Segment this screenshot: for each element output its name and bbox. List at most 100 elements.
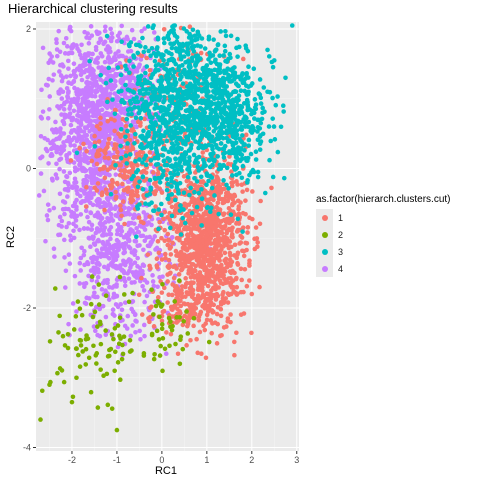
point-cluster-3 (238, 88, 244, 94)
point-cluster-4 (136, 271, 142, 276)
point-cluster-4 (117, 30, 123, 36)
point-cluster-3 (74, 150, 80, 156)
y-tick-label: -2 (23, 303, 31, 313)
point-cluster-4 (59, 78, 65, 84)
point-cluster-3 (204, 93, 209, 99)
legend-dot-icon (321, 248, 328, 255)
point-cluster-4 (154, 246, 160, 252)
point-cluster-4 (122, 262, 128, 268)
point-cluster-4 (66, 89, 71, 94)
point-cluster-1 (96, 152, 102, 158)
point-cluster-3 (189, 58, 195, 64)
point-cluster-2 (206, 339, 212, 345)
point-cluster-1 (68, 158, 74, 163)
point-cluster-4 (67, 170, 73, 176)
point-cluster-3 (153, 67, 158, 73)
point-cluster-3 (188, 64, 193, 70)
point-cluster-4 (119, 268, 125, 273)
point-cluster-2 (86, 355, 92, 361)
point-cluster-4 (103, 243, 108, 248)
point-cluster-3 (164, 49, 169, 54)
point-cluster-1 (229, 169, 234, 174)
point-cluster-4 (108, 211, 114, 217)
point-cluster-3 (170, 88, 176, 93)
point-cluster-4 (133, 239, 139, 244)
point-cluster-4 (122, 205, 127, 211)
point-cluster-3 (177, 160, 182, 165)
point-cluster-3 (105, 99, 110, 105)
point-cluster-4 (129, 306, 134, 312)
point-cluster-1 (139, 312, 145, 317)
point-cluster-3 (224, 165, 230, 171)
point-cluster-4 (108, 49, 113, 55)
point-cluster-1 (154, 256, 160, 262)
point-cluster-1 (203, 299, 208, 304)
point-cluster-1 (197, 311, 203, 317)
point-cluster-4 (89, 100, 95, 106)
point-cluster-4 (130, 323, 135, 328)
point-cluster-4 (127, 245, 133, 251)
point-cluster-4 (129, 228, 135, 233)
point-cluster-4 (86, 273, 91, 279)
point-cluster-4 (131, 119, 137, 125)
point-cluster-3 (162, 147, 168, 152)
point-cluster-1 (205, 291, 211, 297)
point-cluster-3 (172, 69, 177, 75)
point-cluster-3 (201, 111, 207, 117)
point-cluster-1 (208, 318, 214, 323)
point-cluster-3 (239, 110, 245, 116)
point-cluster-3 (270, 64, 276, 70)
point-cluster-3 (192, 125, 197, 131)
point-cluster-4 (76, 125, 81, 131)
point-cluster-1 (269, 185, 274, 191)
point-cluster-2 (62, 343, 68, 348)
point-cluster-3 (153, 102, 158, 107)
point-cluster-4 (79, 106, 84, 111)
point-cluster-4 (92, 328, 98, 334)
point-cluster-1 (249, 291, 255, 297)
point-cluster-3 (136, 110, 142, 116)
point-cluster-1 (115, 154, 120, 160)
point-cluster-4 (49, 54, 55, 59)
point-cluster-3 (177, 208, 183, 213)
point-cluster-1 (161, 285, 167, 291)
point-cluster-1 (95, 181, 101, 186)
point-cluster-4 (54, 53, 60, 59)
point-cluster-1 (183, 276, 188, 281)
point-cluster-3 (253, 157, 259, 162)
point-cluster-1 (230, 201, 235, 207)
point-cluster-1 (174, 229, 180, 235)
x-tick-label: 2 (249, 455, 254, 465)
point-cluster-3 (137, 88, 143, 94)
point-cluster-4 (65, 95, 71, 100)
point-cluster-3 (133, 131, 138, 137)
point-cluster-4 (85, 226, 90, 231)
point-cluster-3 (140, 103, 146, 108)
point-cluster-1 (92, 140, 98, 145)
point-cluster-2 (90, 314, 96, 320)
point-cluster-3 (110, 97, 115, 102)
point-cluster-4 (94, 29, 99, 34)
point-cluster-4 (99, 287, 105, 292)
point-cluster-4 (44, 148, 50, 154)
point-cluster-4 (118, 53, 124, 59)
point-cluster-1 (206, 262, 212, 268)
point-cluster-4 (50, 60, 56, 65)
point-cluster-2 (83, 362, 89, 367)
point-cluster-1 (239, 235, 245, 240)
point-cluster-1 (207, 229, 213, 235)
point-cluster-3 (153, 131, 158, 137)
point-cluster-3 (190, 93, 196, 99)
point-cluster-2 (80, 349, 85, 354)
point-cluster-4 (94, 57, 99, 62)
point-cluster-3 (258, 101, 264, 106)
point-cluster-1 (200, 304, 205, 309)
point-cluster-4 (163, 351, 169, 357)
point-cluster-1 (92, 185, 98, 191)
point-cluster-1 (189, 254, 195, 260)
point-cluster-4 (65, 58, 71, 64)
point-cluster-2 (39, 388, 45, 394)
point-cluster-4 (56, 222, 62, 228)
point-cluster-3 (185, 123, 191, 129)
point-cluster-1 (235, 182, 240, 187)
